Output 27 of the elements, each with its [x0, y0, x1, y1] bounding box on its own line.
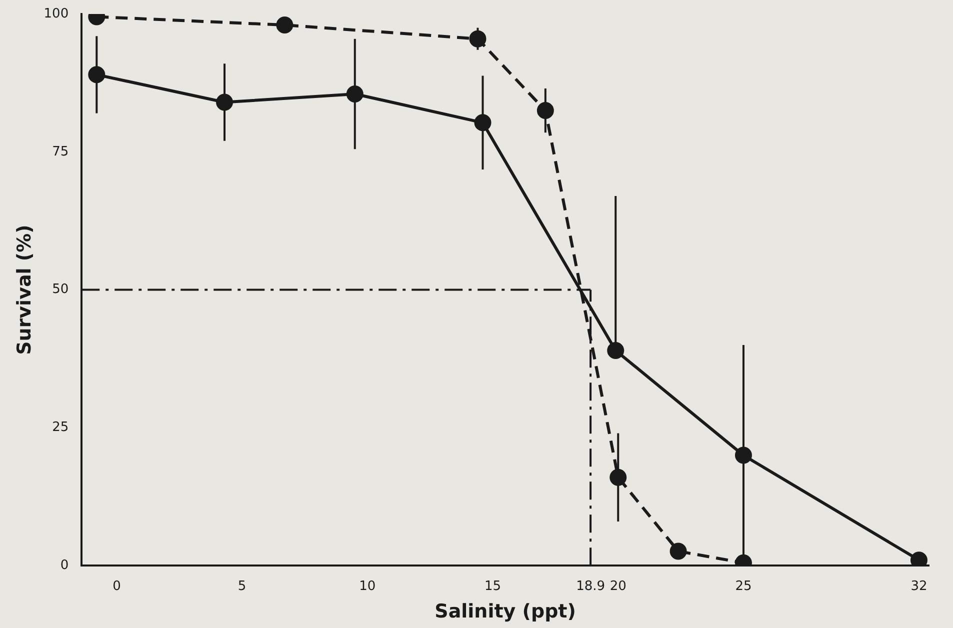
x-tick-label: 15: [484, 578, 502, 594]
point: [734, 446, 752, 464]
point: [610, 468, 627, 486]
x-tick-label: 25: [735, 578, 752, 594]
x-tick-label: 18.9: [576, 578, 606, 594]
point: [670, 542, 687, 560]
x-axis-title: Salinity (ppt): [434, 600, 576, 623]
x-tick-label: 5: [238, 578, 246, 594]
x-tick-label: 10: [359, 578, 376, 594]
point: [346, 85, 364, 102]
point: [474, 114, 492, 132]
x-tick-label: 20: [610, 578, 626, 594]
y-tick-label: 25: [52, 420, 69, 436]
point: [88, 66, 106, 84]
point: [607, 342, 624, 359]
point: [276, 16, 294, 34]
point: [910, 552, 928, 566]
x-tick-label: 0: [112, 578, 121, 594]
point: [536, 102, 554, 120]
point: [469, 30, 486, 48]
y-axis-title: Survival (%): [13, 224, 36, 355]
y-tick-label: 75: [52, 144, 69, 160]
x-tick-label: 32: [910, 578, 928, 594]
y-tick-label: 50: [52, 282, 69, 298]
y-tick-label: 100: [44, 6, 69, 22]
point: [216, 94, 234, 111]
y-tick-label: 0: [60, 558, 69, 573]
